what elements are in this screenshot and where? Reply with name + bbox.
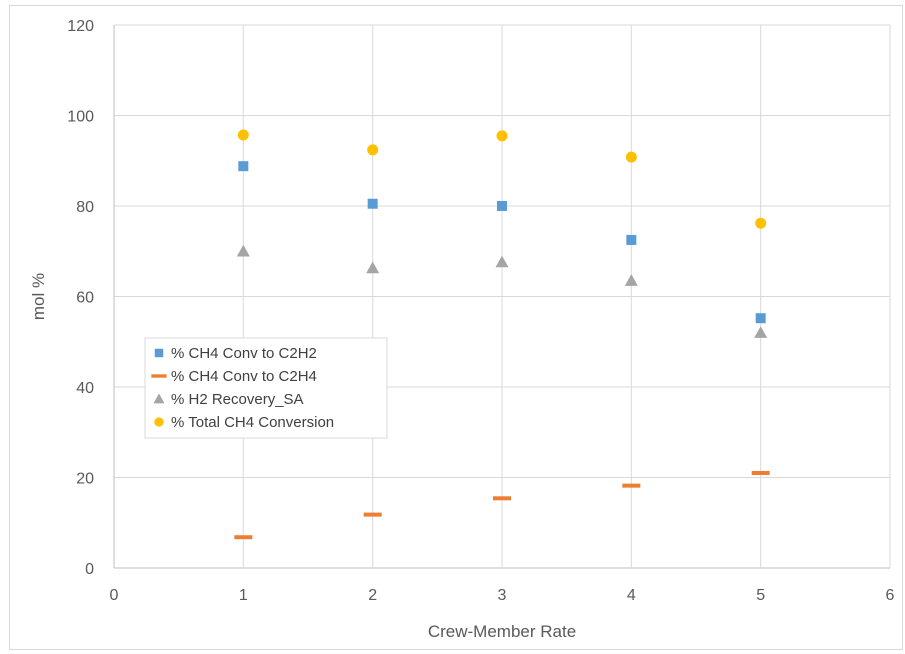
data-point-series-1 [626, 234, 637, 245]
data-point-series-3 [236, 244, 250, 257]
x-tick-label: 1 [239, 587, 248, 604]
data-point-series-1 [755, 313, 766, 324]
data-point-series-2 [493, 496, 511, 501]
x-tick-label: 5 [756, 587, 765, 604]
x-tick-label: 2 [368, 587, 377, 604]
legend-label: % CH4 Conv to C2H4 [171, 368, 317, 385]
legend-label: % Total CH4 Conversion [171, 414, 334, 431]
y-tick-label: 120 [67, 18, 94, 35]
y-axis-title: mol % [29, 273, 48, 320]
legend: % CH4 Conv to C2H2 % CH4 Conv to C2H4 % H2… [144, 337, 388, 439]
data-point-series-4 [625, 151, 637, 163]
tick-labels: 0 20 40 60 80 100 120 0 1 2 3 4 5 6 [67, 18, 894, 604]
legend-label: % H2 Recovery_SA [171, 391, 304, 408]
x-tick-label: 0 [110, 587, 119, 604]
data-point-series-4 [237, 129, 249, 141]
data-point-series-1 [238, 161, 249, 172]
data-point-series-3 [495, 255, 509, 268]
data-point-series-4 [755, 217, 767, 229]
x-tick-label: 3 [498, 587, 507, 604]
chart-border [9, 5, 903, 650]
data-point-series-3 [366, 261, 380, 274]
x-axis-title: Crew-Member Rate [428, 622, 576, 641]
y-tick-label: 0 [85, 561, 94, 578]
y-tick-label: 40 [76, 380, 94, 397]
data-point-series-2 [622, 483, 641, 488]
data-point-series-3 [624, 274, 638, 286]
legend-label: % CH4 Conv to C2H2 [171, 345, 317, 362]
x-tick-label: 6 [886, 587, 895, 604]
legend-marker-1 [154, 348, 164, 358]
y-tick-label: 20 [76, 471, 94, 488]
y-tick-label: 80 [76, 199, 94, 216]
y-tick-label: 60 [76, 290, 94, 307]
legend-marker-4 [154, 417, 164, 427]
data-point-series-2 [751, 470, 770, 475]
data-point-series-3 [754, 326, 768, 338]
data-point-series-1 [367, 198, 378, 209]
data-marks [234, 129, 770, 540]
x-tick-label: 4 [627, 587, 636, 604]
legend-box [144, 337, 388, 439]
data-point-series-2 [234, 535, 253, 540]
data-point-series-2 [363, 512, 382, 517]
data-point-series-4 [367, 144, 379, 156]
data-point-series-4 [496, 130, 508, 142]
y-tick-label: 100 [67, 109, 94, 126]
data-point-series-1 [497, 201, 507, 211]
legend-marker-2 [151, 374, 167, 378]
legend-marker-3 [153, 393, 165, 404]
